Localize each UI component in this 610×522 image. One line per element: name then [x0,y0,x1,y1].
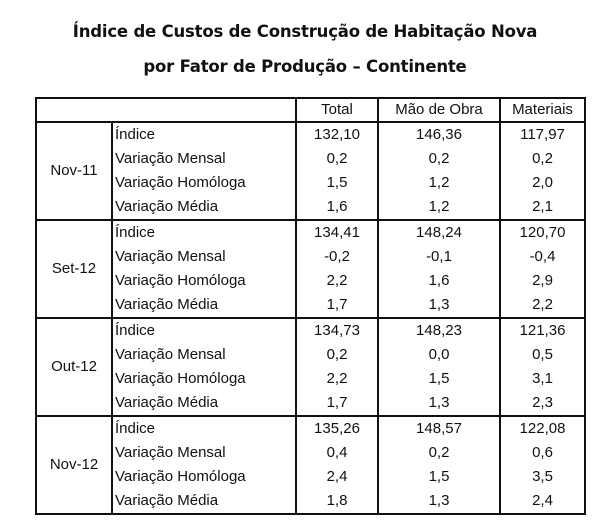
value-cell: 120,70 [499,219,586,245]
value-cell: 132,10 [295,121,379,147]
value-cell: 0,4 [295,441,379,465]
table-row: Variação Homóloga 1,5 1,2 2,0 [36,171,586,195]
value-cell: 0,2 [377,147,501,171]
row-label: Variação Homóloga [111,269,297,293]
row-label: Variação Mensal [111,147,297,171]
period-cell: Nov-12 [35,415,113,515]
value-cell: 2,3 [499,391,586,417]
value-cell: 3,5 [499,465,586,489]
row-label: Variação Mensal [111,343,297,367]
value-cell: 2,2 [295,367,379,391]
value-cell: 134,41 [295,219,379,245]
document-title: Índice de Custos de Construção de Habita… [72,22,538,41]
value-cell: 0,6 [499,441,586,465]
value-cell: 0,2 [499,147,586,171]
value-cell: 121,36 [499,317,586,343]
table-row: Variação Mensal 0,2 0,2 0,2 [36,147,586,171]
row-label: Índice [111,219,297,245]
value-cell: -0,2 [295,245,379,269]
value-cell: 117,97 [499,121,586,147]
value-cell: 1,2 [377,195,501,221]
value-cell: 2,2 [295,269,379,293]
value-cell: 0,2 [295,147,379,171]
row-label: Variação Média [111,489,297,515]
value-cell: 1,2 [377,171,501,195]
value-cell: 3,1 [499,367,586,391]
header-total: Total [295,97,379,123]
value-cell: -0,4 [499,245,586,269]
table-row: Set-12 Índice 134,41 148,24 120,70 [35,219,586,319]
index-table: Total Mão de Obra Materiais Nov-11 Índice… [35,97,586,515]
row-label: Variação Homóloga [111,367,297,391]
table-row: Variação Homóloga 2,4 1,5 3,5 [36,465,586,489]
value-cell: 1,6 [295,195,379,221]
document-subtitle: por Fator de Produção – Continente [143,57,467,76]
value-cell: 2,0 [499,171,586,195]
row-label: Variação Média [111,293,297,319]
period-cell: Out-12 [35,317,113,417]
value-cell: 1,5 [377,367,501,391]
row-label: Variação Mensal [111,441,297,465]
row-label: Índice [111,121,297,147]
table-row: Nov-12 Índice 135,26 148,57 122,08 [35,415,586,515]
value-cell: 148,57 [377,415,501,441]
header-materiais: Materiais [499,97,586,123]
table-row: Variação Homóloga 2,2 1,5 3,1 [36,367,586,391]
row-label: Índice [111,317,297,343]
header-empty-cell [35,97,297,123]
value-cell: 0,5 [499,343,586,367]
table-row: Variação Mensal 0,4 0,2 0,6 [36,441,586,465]
value-cell: 2,1 [499,195,586,221]
value-cell: 2,4 [499,489,586,515]
value-cell: -0,1 [377,245,501,269]
value-cell: 0,2 [377,441,501,465]
value-cell: 1,3 [377,293,501,319]
value-cell: 1,8 [295,489,379,515]
value-cell: 1,7 [295,391,379,417]
value-cell: 134,73 [295,317,379,343]
table-row: Out-12 Índice 134,73 148,23 121,36 [35,317,586,417]
table-row: Variação Mensal -0,2 -0,1 -0,4 [36,245,586,269]
row-label: Índice [111,415,297,441]
value-cell: 2,2 [499,293,586,319]
table-row: Variação Média 1,8 1,3 2,4 [36,489,586,515]
value-cell: 0,2 [295,343,379,367]
value-cell: 1,6 [377,269,501,293]
row-label: Variação Homóloga [111,465,297,489]
value-cell: 1,3 [377,391,501,417]
row-label: Variação Média [111,391,297,417]
row-label: Variação Mensal [111,245,297,269]
value-cell: 146,36 [377,121,501,147]
value-cell: 135,26 [295,415,379,441]
value-cell: 1,7 [295,293,379,319]
value-cell: 0,0 [377,343,501,367]
value-cell: 1,3 [377,489,501,515]
row-label: Variação Média [111,195,297,221]
table-row: Variação Média 1,6 1,2 2,1 [36,195,586,221]
table-row: Variação Média 1,7 1,3 2,3 [36,391,586,417]
value-cell: 148,24 [377,219,501,245]
header-mao-de-obra: Mão de Obra [377,97,501,123]
table-row: Variação Homóloga 2,2 1,6 2,9 [36,269,586,293]
period-cell: Nov-11 [35,121,113,221]
table-row: Variação Média 1,7 1,3 2,2 [36,293,586,319]
value-cell: 148,23 [377,317,501,343]
value-cell: 2,4 [295,465,379,489]
value-cell: 122,08 [499,415,586,441]
value-cell: 2,9 [499,269,586,293]
row-label: Variação Homóloga [111,171,297,195]
value-cell: 1,5 [377,465,501,489]
table-row: Variação Mensal 0,2 0,0 0,5 [36,343,586,367]
period-cell: Set-12 [35,219,113,319]
table-row: Nov-11 Índice 132,10 146,36 117,97 [35,121,586,221]
value-cell: 1,5 [295,171,379,195]
table-header-row: Total Mão de Obra Materiais [35,97,586,123]
